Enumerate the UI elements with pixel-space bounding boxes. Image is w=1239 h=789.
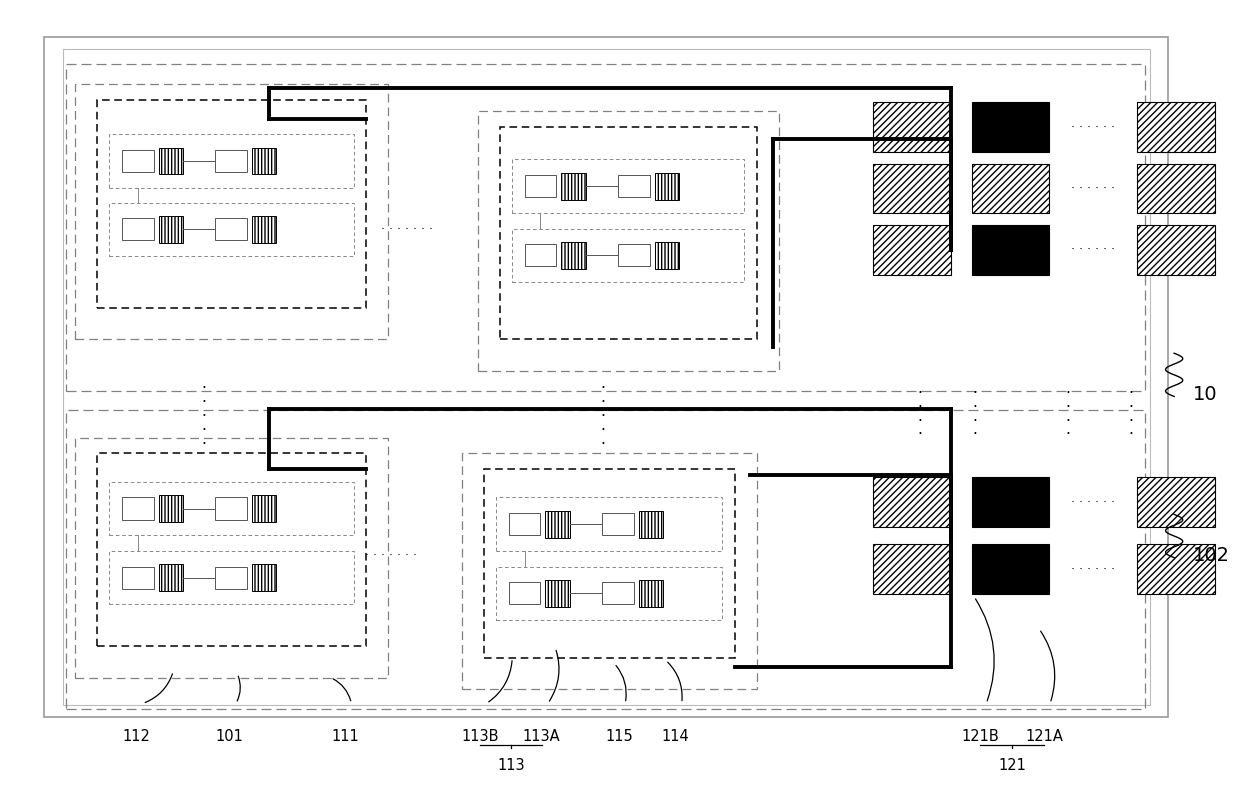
Bar [971,103,1049,152]
Bar [109,134,354,188]
Bar [121,150,154,172]
Bar [1137,164,1214,213]
Bar [602,513,634,535]
Bar [252,216,276,243]
Text: · · · · · ·: · · · · · · [1070,563,1115,575]
Text: · · · · · ·: · · · · · · [1070,121,1115,133]
Text: ·
·
·
·: · · · · [918,386,922,443]
Bar [216,498,247,519]
Text: · · · · · ·: · · · · · · [1070,182,1115,195]
Bar [121,567,154,589]
Bar [76,438,388,678]
Bar [524,245,556,267]
Text: 111: 111 [331,729,359,744]
Bar [1137,477,1214,527]
Bar [478,111,779,371]
Text: 113: 113 [497,757,525,772]
Bar [159,148,183,174]
Bar [524,175,556,197]
Bar [97,454,366,646]
Text: · · · · · · ·: · · · · · · · [380,223,432,236]
Bar [109,482,354,535]
Bar [67,64,1145,391]
Bar [971,225,1049,275]
Bar [873,164,950,213]
Bar [508,513,540,535]
Bar [639,580,663,607]
Bar [512,159,745,213]
Text: 115: 115 [605,729,633,744]
Bar [216,567,247,589]
Text: 121B: 121B [961,729,999,744]
Bar [497,498,722,551]
Text: 112: 112 [123,729,150,744]
Bar [873,103,950,152]
Text: ·
·
·
·
·: · · · · · [601,381,606,451]
Bar [971,164,1049,213]
Bar [1137,225,1214,275]
Bar [1137,103,1214,152]
Bar [67,410,1145,709]
Text: 10: 10 [1193,385,1217,404]
Bar [561,173,586,200]
Bar [971,477,1049,527]
Bar [508,582,540,604]
Bar [216,150,247,172]
Bar [45,37,1168,717]
Bar [76,84,388,339]
Text: · · · · · ·: · · · · · · [1070,243,1115,256]
Bar [252,148,276,174]
Bar [121,498,154,519]
Text: 114: 114 [662,729,689,744]
Text: · · · · · ·: · · · · · · [1070,495,1115,509]
Text: ·
·
·
·
·: · · · · · [202,381,207,451]
Bar [545,510,570,537]
Bar [971,544,1049,594]
Bar [873,225,950,275]
Bar [109,203,354,256]
Bar [97,99,366,308]
Bar [618,175,649,197]
Bar [602,582,634,604]
Text: ·
·
·
·: · · · · [973,386,978,443]
Bar [159,495,183,522]
Bar [873,544,950,594]
Bar [497,567,722,620]
Bar [159,216,183,243]
Bar [252,564,276,591]
Bar [462,454,757,690]
Text: 121A: 121A [1025,729,1063,744]
Bar [561,242,586,269]
Bar [63,49,1150,705]
Text: ·
·
·
·: · · · · [1064,386,1069,443]
Bar [654,242,679,269]
Bar [618,245,649,267]
Bar [216,219,247,241]
Text: ·
·
·
·: · · · · [1129,386,1134,443]
Text: · · · · · · ·: · · · · · · · [364,549,416,563]
Bar [252,495,276,522]
Text: 113A: 113A [523,729,560,744]
Bar [873,477,950,527]
Bar [654,173,679,200]
Text: 102: 102 [1193,546,1229,565]
Text: 101: 101 [216,729,244,744]
Bar [501,127,757,339]
Bar [1137,544,1214,594]
Bar [484,469,735,658]
Bar [121,219,154,241]
Bar [639,510,663,537]
Bar [109,551,354,604]
Bar [545,580,570,607]
Text: 121: 121 [999,757,1026,772]
Bar [512,229,745,282]
Text: 113B: 113B [462,729,499,744]
Bar [159,564,183,591]
